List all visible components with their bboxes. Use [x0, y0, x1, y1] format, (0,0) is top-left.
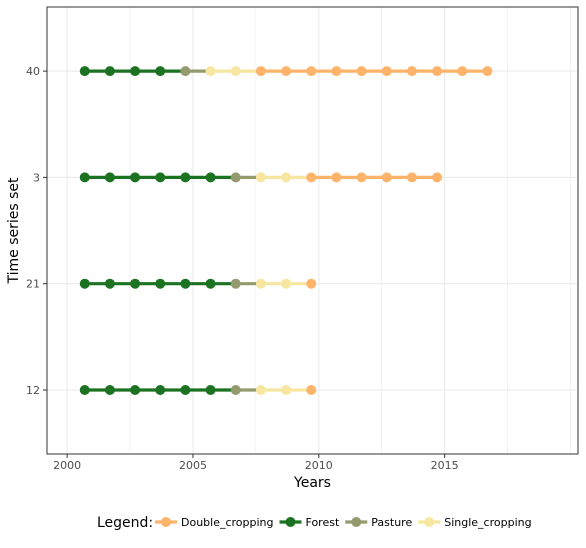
legend-label: Single_cropping [444, 516, 531, 529]
data-point [79, 278, 90, 289]
axes: 2000 2005 2010 2015 12 21 3 40 [26, 65, 459, 472]
data-point [155, 66, 166, 77]
data-point [155, 278, 166, 289]
data-point [331, 66, 342, 77]
y-tick-label: 3 [33, 171, 40, 184]
data-point [104, 278, 115, 289]
data-point [356, 66, 367, 77]
data-point [406, 172, 417, 183]
data-point [457, 66, 468, 77]
data-point [306, 172, 317, 183]
data-point [255, 278, 266, 289]
data-point [104, 172, 115, 183]
data-point [180, 172, 191, 183]
legend-key-point [351, 517, 362, 527]
data-point [79, 172, 90, 183]
panel-border [46, 6, 579, 455]
y-tick-label: 40 [26, 65, 40, 78]
data-point [356, 172, 367, 183]
series-21 [79, 278, 317, 289]
data-point [79, 385, 90, 395]
data-point [104, 385, 115, 395]
y-tick-label: 12 [26, 384, 40, 397]
data-point [180, 385, 191, 395]
data-point [331, 172, 342, 183]
data-point [482, 66, 493, 77]
data-point [205, 172, 216, 183]
legend-entry: Double_cropping [155, 516, 274, 529]
series-layer [79, 66, 493, 395]
data-point [130, 66, 141, 77]
data-point [205, 66, 216, 77]
data-point [104, 66, 115, 77]
legend-entry: Pasture [345, 516, 412, 529]
legend-label: Pasture [371, 516, 412, 529]
data-point [180, 66, 191, 77]
data-point [306, 66, 317, 77]
data-point [281, 172, 292, 183]
series-3 [79, 172, 443, 183]
data-point [432, 66, 443, 77]
x-tick-label: 2015 [431, 459, 459, 472]
x-tick-label: 2000 [53, 459, 81, 472]
data-point [230, 66, 241, 77]
data-point [281, 66, 292, 77]
y-axis-title: Time series set [6, 177, 22, 285]
data-point [155, 385, 166, 395]
legend-key-point [285, 517, 296, 527]
legend-title: Legend: [97, 515, 153, 531]
x-tick-label: 2005 [179, 459, 207, 472]
legend-label: Forest [306, 516, 340, 529]
series-12 [79, 385, 317, 395]
data-point [381, 66, 392, 77]
legend-entry: Forest [279, 516, 340, 529]
y-tick-label: 21 [26, 278, 40, 291]
data-point [205, 278, 216, 289]
data-point [230, 172, 241, 183]
data-point [432, 172, 443, 183]
data-point [230, 278, 241, 289]
data-point [180, 278, 191, 289]
x-tick-label: 2010 [305, 459, 333, 472]
data-point [130, 172, 141, 183]
data-point [255, 66, 266, 77]
data-point [79, 66, 90, 77]
data-point [281, 385, 292, 395]
data-point [306, 278, 317, 289]
data-point [130, 278, 141, 289]
data-point [406, 66, 417, 77]
data-point [155, 172, 166, 183]
data-point [281, 278, 292, 289]
legend-key-point [161, 517, 171, 527]
data-point [381, 172, 392, 183]
legend-label: Double_cropping [181, 516, 274, 529]
legend: Legend: Double_cropping Forest Pasture Sing… [97, 515, 532, 531]
data-point [306, 385, 317, 395]
series-40 [79, 66, 493, 77]
data-point [230, 385, 241, 395]
data-point [255, 385, 266, 395]
x-axis-title: Years [293, 475, 331, 491]
data-point [255, 172, 266, 183]
data-point [130, 385, 141, 395]
data-point [205, 385, 216, 395]
legend-key-point [424, 517, 435, 527]
legend-entry: Single_cropping [418, 516, 532, 529]
